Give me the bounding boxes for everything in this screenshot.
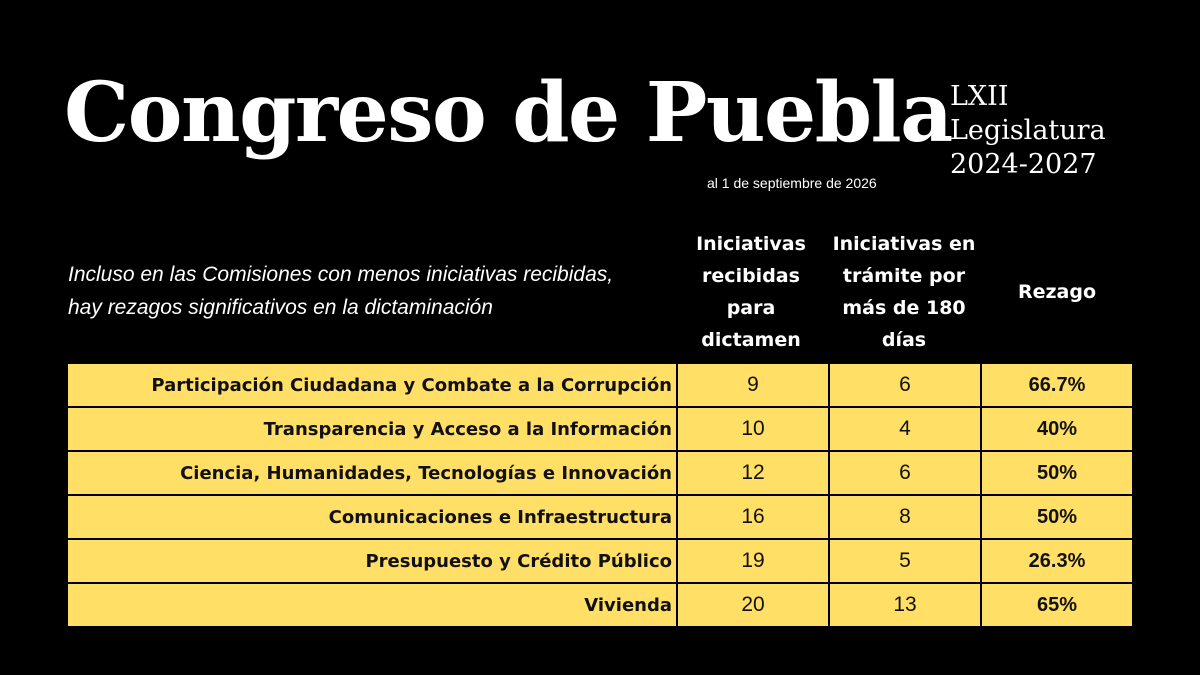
legislatura-label: Legislatura (950, 115, 1106, 146)
legislatura-block: LXII Legislatura 2024-2027 (950, 80, 1106, 182)
comision-name: Ciencia, Humanidades, Tecnologías e Inno… (66, 450, 678, 496)
legislatura-period: 2024-2027 (950, 149, 1097, 180)
table-row: Presupuesto y Crédito Público 19 5 26.3% (66, 538, 1134, 584)
tramite-value: 5 (828, 538, 982, 584)
comision-name: Transparencia y Acceso a la Información (66, 406, 678, 452)
rezago-value: 40% (980, 406, 1134, 452)
comision-name: Participación Ciudadana y Combate a la C… (66, 362, 678, 408)
tramite-value: 6 (828, 450, 982, 496)
table-row: Transparencia y Acceso a la Información … (66, 406, 1134, 452)
recibidas-value: 9 (676, 362, 830, 408)
recibidas-value: 10 (676, 406, 830, 452)
page-title: Congreso de Puebla (64, 65, 953, 161)
rezago-value: 26.3% (980, 538, 1134, 584)
tramite-value: 13 (828, 582, 982, 628)
tramite-value: 4 (828, 406, 982, 452)
column-header-tramite: Iniciativas en trámite por más de 180 dí… (832, 233, 976, 351)
table-row: Participación Ciudadana y Combate a la C… (66, 362, 1134, 408)
tramite-value: 6 (828, 362, 982, 408)
rezago-value: 50% (980, 494, 1134, 540)
recibidas-value: 12 (676, 450, 830, 496)
table-row: Comunicaciones e Infraestructura 16 8 50… (66, 494, 1134, 540)
comision-name: Presupuesto y Crédito Público (66, 538, 678, 584)
comision-name: Comunicaciones e Infraestructura (66, 494, 678, 540)
comisiones-table: Participación Ciudadana y Combate a la C… (66, 362, 1134, 628)
legislatura-number: LXII (950, 81, 1009, 112)
rezago-value: 65% (980, 582, 1134, 628)
subtitle: Incluso en las Comisiones con menos inic… (68, 263, 614, 319)
rezago-value: 66.7% (980, 362, 1134, 408)
tramite-value: 8 (828, 494, 982, 540)
comision-name: Vivienda (66, 582, 678, 628)
recibidas-value: 20 (676, 582, 830, 628)
column-header-recibidas: Iniciativas recibidas para dictamen (696, 233, 806, 351)
date-note: al 1 de septiembre de 2026 (707, 175, 877, 191)
rezago-value: 50% (980, 450, 1134, 496)
column-header-rezago: Rezago (1017, 281, 1097, 303)
table-row: Vivienda 20 13 65% (66, 582, 1134, 628)
recibidas-value: 19 (676, 538, 830, 584)
recibidas-value: 16 (676, 494, 830, 540)
table-row: Ciencia, Humanidades, Tecnologías e Inno… (66, 450, 1134, 496)
